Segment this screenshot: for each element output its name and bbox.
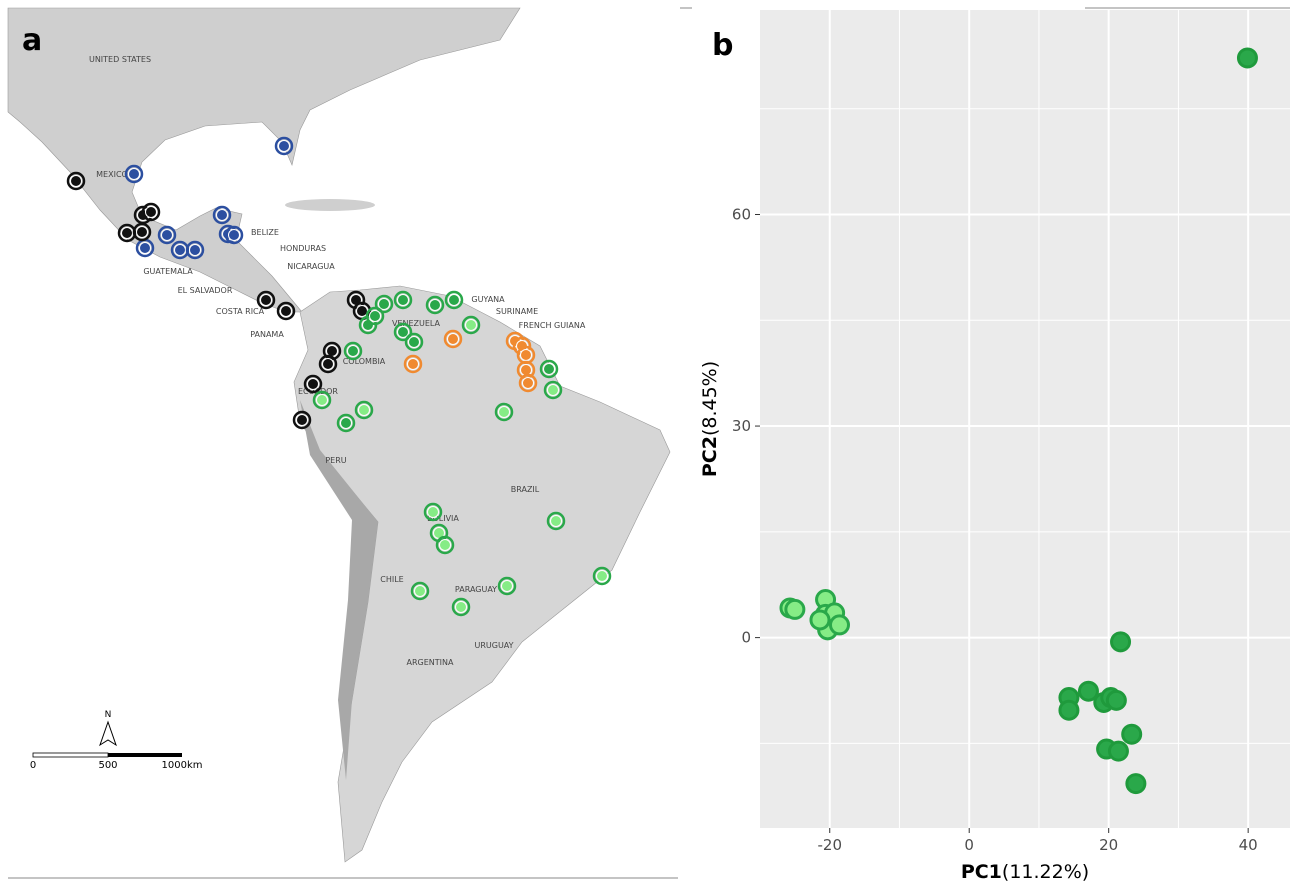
x-tick-label: 20 — [1099, 836, 1118, 854]
sample-point — [190, 245, 201, 256]
sample-point — [281, 306, 292, 317]
country-label: URUGUAY — [474, 641, 513, 650]
sample-point — [597, 571, 608, 582]
country-label: FRENCH GUIANA — [519, 321, 586, 330]
point — [1112, 633, 1130, 651]
north-label: N — [105, 710, 112, 720]
sample-point — [137, 227, 148, 238]
sample-point — [348, 346, 359, 357]
sample-point — [71, 176, 82, 187]
sample-point — [398, 327, 409, 338]
sample-point — [521, 350, 532, 361]
sample-point — [146, 207, 157, 218]
sample-point — [415, 586, 426, 597]
country-label: ARGENTINA — [407, 658, 455, 667]
y-label-rest: (8.45%) — [699, 361, 721, 436]
sample-point — [523, 378, 534, 389]
y-tick-label: 30 — [732, 417, 751, 435]
scale-label: 500 — [98, 760, 117, 771]
sample-point — [428, 507, 439, 518]
sample-point — [308, 379, 319, 390]
point — [1127, 775, 1145, 793]
sample-point — [229, 230, 240, 241]
sample-point — [162, 230, 173, 241]
sample-point — [341, 418, 352, 429]
sample-point — [499, 407, 510, 418]
sample-point — [408, 359, 419, 370]
sample-point — [466, 320, 477, 331]
x-tick-label: 40 — [1239, 836, 1258, 854]
sample-point — [297, 415, 308, 426]
country-label: NICARAGUA — [287, 262, 335, 271]
country-label: COSTA RICA — [216, 307, 265, 316]
sample-point — [279, 141, 290, 152]
sample-point — [551, 516, 562, 527]
plot-background — [760, 10, 1290, 828]
sample-point — [261, 295, 272, 306]
point — [1123, 725, 1141, 743]
point — [811, 611, 829, 629]
sample-point — [521, 365, 532, 376]
country-label: BELIZE — [251, 228, 279, 237]
sample-point — [379, 299, 390, 310]
country-label: EL SALVADOR — [178, 286, 233, 295]
sample-point — [359, 405, 370, 416]
sample-point — [430, 300, 441, 311]
y-tick-label: 0 — [741, 629, 751, 647]
sample-point — [448, 334, 459, 345]
sample-point — [548, 385, 559, 396]
x-axis-label: PC1(11.22%) — [961, 861, 1089, 883]
country-label: VENEZUELA — [392, 319, 441, 328]
x-tick-label: 0 — [964, 836, 974, 854]
cuba — [285, 199, 375, 211]
x-label-bold: PC1 — [961, 861, 1002, 883]
point — [786, 600, 804, 618]
panel-label: a — [22, 23, 42, 58]
country-label: PARAGUAY — [455, 585, 497, 594]
scale-label: 1000km — [162, 760, 203, 771]
sample-point — [502, 581, 513, 592]
sample-point — [217, 210, 228, 221]
point — [1060, 701, 1078, 719]
sample-point — [122, 228, 133, 239]
sample-point — [544, 364, 555, 375]
sample-point — [175, 245, 186, 256]
sample-point — [398, 295, 409, 306]
x-label-rest: (11.22%) — [1002, 861, 1089, 883]
point — [1238, 49, 1256, 67]
country-label: BRAZIL — [511, 485, 540, 494]
point — [1107, 691, 1125, 709]
country-label: UNITED STATES — [89, 55, 151, 64]
sample-point — [129, 169, 140, 180]
country-label: SURINAME — [496, 307, 538, 316]
figure: a UNITED STATES MEXICO BELIZEHONDURAS NICAR… — [0, 0, 1291, 883]
scatter-panel: b -20 0 20 40 0 30 60 PC1(11.22%) PC2(8.45%) — [680, 8, 1290, 883]
x-tick-label: -20 — [817, 836, 842, 854]
country-label: CHILE — [380, 575, 403, 584]
sample-point — [440, 540, 451, 551]
sample-point — [317, 395, 328, 406]
sample-point — [456, 602, 467, 613]
y-tick-label: 60 — [732, 206, 751, 224]
y-label-bold: PC2 — [699, 436, 721, 477]
country-label: PANAMA — [250, 330, 284, 339]
point — [1109, 742, 1127, 760]
scale-label: 0 — [30, 760, 36, 771]
country-label: GUYANA — [471, 295, 505, 304]
country-label: GUATEMALA — [143, 267, 193, 276]
sample-point — [409, 337, 420, 348]
sample-point — [140, 243, 151, 254]
sample-point — [323, 359, 334, 370]
country-label: PERU — [325, 456, 346, 465]
sample-point — [370, 311, 381, 322]
y-axis-label: PC2(8.45%) — [699, 361, 721, 477]
country-label: MEXICO — [96, 170, 128, 179]
sample-point — [449, 295, 460, 306]
point — [831, 616, 849, 634]
country-label: HONDURAS — [280, 244, 326, 253]
panel-label: b — [712, 28, 733, 63]
